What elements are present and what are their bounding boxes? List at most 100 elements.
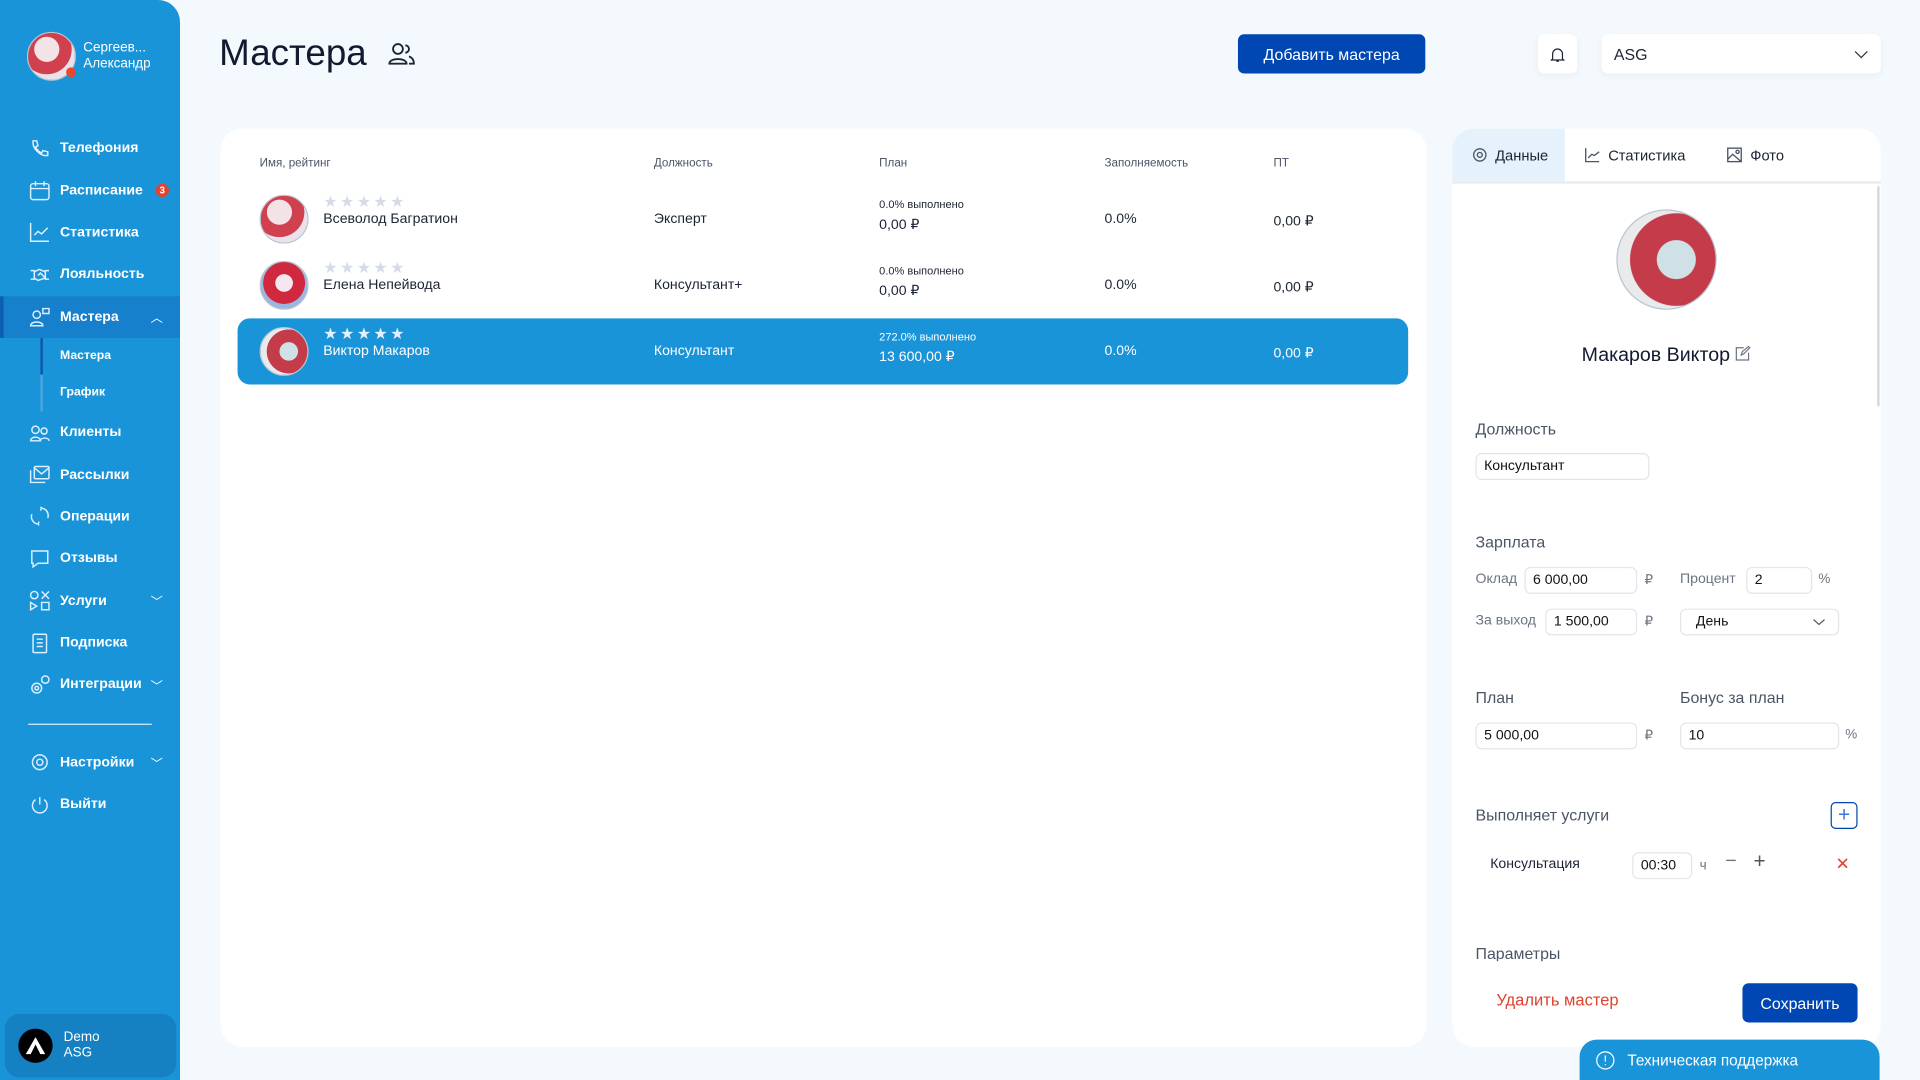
chevron-down-icon	[1854, 50, 1868, 58]
page-title: Мастера	[219, 33, 416, 75]
master-name-heading: Макаров Виктор	[1452, 345, 1881, 367]
sidebar-item-integrations[interactable]: Интеграции ﹀	[0, 664, 180, 706]
scrollbar[interactable]	[1877, 186, 1880, 407]
user-profile[interactable]: Сергеев... Александр	[26, 31, 151, 81]
service-name: Консультация	[1490, 857, 1580, 872]
save-button[interactable]: Сохранить	[1742, 983, 1858, 1023]
add-master-button[interactable]: Добавить мастера	[1237, 34, 1426, 74]
sidebar-item-reviews[interactable]: Отзывы	[0, 538, 180, 580]
master-name: Виктор Макаров	[323, 344, 430, 359]
sidebar-item-services[interactable]: Услуги ﹀	[0, 580, 180, 622]
sidebar-item-label: Телефония	[60, 141, 139, 156]
chevron-down-icon[interactable]: ﹀	[150, 596, 163, 611]
column-header-fill[interactable]: Заполняемость	[1104, 156, 1189, 171]
avatar	[26, 31, 76, 81]
oklad-input[interactable]: 6 000,00	[1524, 566, 1638, 594]
sidebar-item-label: Интеграции	[60, 677, 142, 693]
currency-sign: ₽	[1644, 573, 1654, 588]
column-header-position[interactable]: Должность	[653, 156, 713, 171]
column-header-pt[interactable]: ПТ	[1273, 156, 1289, 171]
sidebar-item-label: Мастера	[60, 309, 119, 325]
chevron-up-icon[interactable]: ︿	[150, 312, 163, 327]
percent-label: Процент	[1680, 571, 1736, 587]
sidebar-item-operations[interactable]: Операции	[0, 496, 180, 538]
table-row-selected[interactable]: ★★★★★ Виктор Макаров Консультант 272.0% …	[237, 318, 1409, 385]
sidebar-item-loyalty[interactable]: Лояльность	[0, 254, 180, 296]
table-row[interactable]: ★★★★★ Елена Непейвода Консультант+ 0.0% …	[238, 252, 1409, 318]
master-position: Эксперт	[653, 211, 707, 227]
master-name: Всеволод Багратион	[323, 211, 458, 227]
mail-icon	[29, 465, 50, 484]
pt-amount: 0,00 ₽	[1273, 214, 1314, 229]
sidebar-item-subscription[interactable]: Подписка	[0, 622, 180, 664]
gear-icon	[1473, 148, 1487, 162]
sidebar-item-logout[interactable]: Выйти	[0, 784, 180, 826]
column-header-name[interactable]: Имя, рейтинг	[259, 156, 331, 171]
panel-tabs: Данные Статистика Фото	[1452, 128, 1881, 184]
shift-input[interactable]: 1 500,00	[1545, 608, 1638, 636]
organization-select[interactable]: ASG	[1601, 34, 1881, 74]
add-service-button[interactable]: +	[1830, 802, 1858, 829]
calendar-icon	[29, 181, 50, 201]
tab-label: Фото	[1750, 146, 1785, 164]
bonus-input[interactable]: 10	[1680, 722, 1840, 750]
masters-icon	[29, 308, 50, 327]
services-icon	[29, 590, 50, 612]
sidebar-item-label: Статистика	[60, 225, 139, 240]
sidebar-item-mailings[interactable]: Рассылки	[0, 453, 180, 495]
delete-master-button[interactable]: Удалить мастер	[1496, 990, 1619, 1009]
sidebar-item-label: Рассылки	[60, 467, 130, 482]
master-avatar	[259, 260, 309, 310]
column-header-plan[interactable]: План	[879, 156, 908, 171]
fill-rate: 0.0%	[1104, 344, 1137, 359]
support-label: Техническая поддержка	[1627, 1051, 1799, 1069]
page-title-text: Мастера	[219, 33, 367, 74]
position-input[interactable]: Консультант	[1475, 453, 1650, 481]
sidebar-item-settings[interactable]: Настройки ﹀	[0, 742, 180, 784]
master-photo	[1616, 209, 1717, 310]
table-row[interactable]: ★★★★★ Всеволод Багратион Эксперт 0.0% вы…	[238, 186, 1409, 252]
account-org: ASG	[63, 1045, 93, 1061]
chevron-down-icon[interactable]: ﹀	[150, 680, 163, 695]
plan-input[interactable]: 5 000,00	[1475, 722, 1638, 750]
chevron-down-icon[interactable]: ﹀	[150, 758, 163, 772]
duration-unit: ч	[1699, 858, 1707, 874]
sidebar-item-telephony[interactable]: Телефония	[0, 127, 180, 169]
sidebar: Сергеев... Александр Телефония Расписание…	[0, 0, 181, 1080]
tab-data[interactable]: Данные	[1452, 128, 1566, 182]
remove-service-button[interactable]: ✕	[1835, 853, 1850, 874]
support-button[interactable]: Техническая поддержка	[1579, 1039, 1880, 1080]
services-label: Выполняет услуги	[1475, 805, 1610, 825]
user-last-name: Сергеев...	[83, 40, 146, 56]
account-name: Demo	[63, 1029, 100, 1045]
service-duration-input[interactable]: 00:30	[1632, 852, 1693, 880]
sidebar-item-label: Услуги	[60, 593, 107, 609]
tab-statistics[interactable]: Статистика	[1565, 129, 1702, 182]
sidebar-subitem-schedule[interactable]: График	[40, 374, 180, 412]
decrease-duration-button[interactable]: −	[1725, 851, 1737, 872]
gears-icon	[31, 675, 50, 694]
period-select-value: День	[1695, 614, 1729, 630]
notifications-button[interactable]	[1537, 34, 1578, 74]
account-switcher[interactable]: Demo ASG	[4, 1013, 177, 1078]
period-select[interactable]: День	[1680, 608, 1840, 636]
handshake-icon	[30, 268, 49, 282]
document-icon	[32, 633, 48, 653]
tab-photo[interactable]: Фото	[1703, 129, 1802, 182]
shift-label: За выход	[1475, 613, 1536, 629]
company-logo	[18, 1028, 53, 1063]
masters-table: Имя, рейтинг Должность План Заполняемост…	[220, 128, 1427, 1047]
sidebar-item-statistics[interactable]: Статистика	[0, 212, 180, 254]
rating-stars: ★★★★★	[323, 324, 407, 343]
rating-stars: ★★★★★	[323, 258, 407, 277]
plan-percent: 0.0% выполнено	[879, 198, 964, 211]
percent-input[interactable]: 2	[1746, 566, 1813, 594]
sidebar-subitem-masters[interactable]: Мастера	[40, 337, 180, 375]
oklad-label: Оклад	[1475, 571, 1518, 587]
edit-icon[interactable]	[1735, 345, 1752, 361]
plan-percent: 0.0% выполнено	[879, 264, 964, 277]
sidebar-item-clients[interactable]: Клиенты	[0, 411, 180, 453]
sidebar-item-masters[interactable]: Мастера ︿	[0, 295, 181, 339]
sidebar-item-schedule[interactable]: Расписание 3	[0, 169, 180, 211]
increase-duration-button[interactable]: +	[1753, 849, 1766, 874]
